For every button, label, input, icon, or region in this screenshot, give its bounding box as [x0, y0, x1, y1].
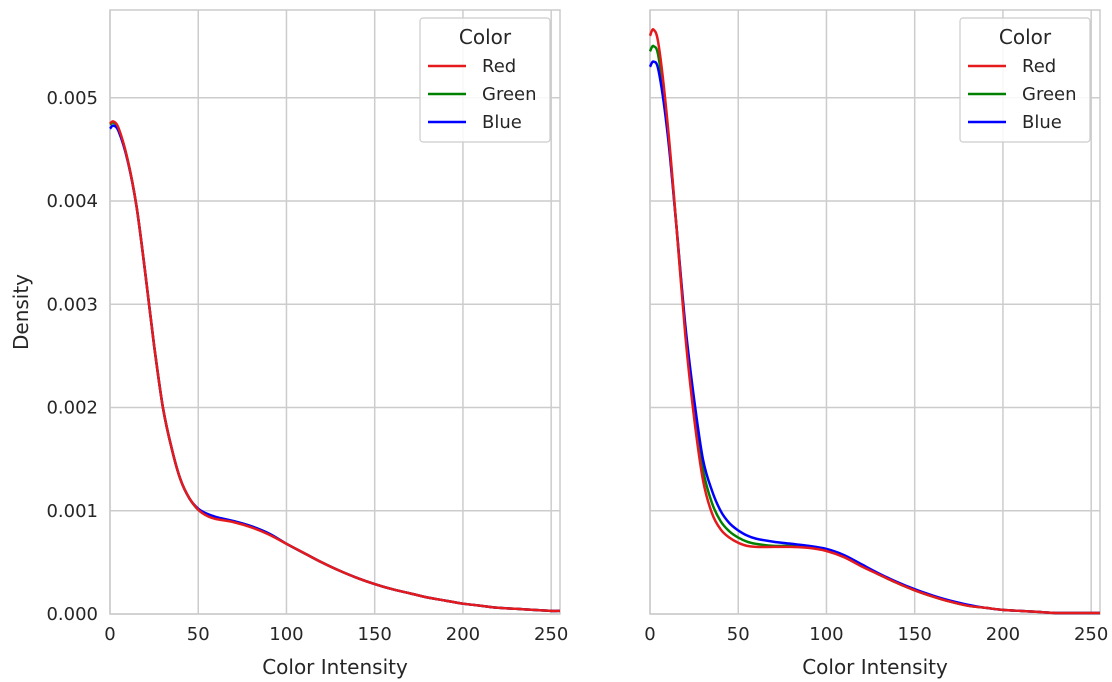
- y-tick-label: 0.002: [46, 398, 98, 419]
- x-tick-label: 0: [644, 624, 655, 645]
- legend-title: Color: [459, 25, 512, 49]
- plot-frame: [649, 9, 1101, 615]
- x-tick-label: 150: [358, 624, 392, 645]
- y-axis-label: Density: [9, 274, 33, 350]
- legend-box: [959, 17, 1091, 143]
- x-tick-label: 200: [446, 624, 480, 645]
- legend: Color Red Green Blue: [419, 17, 551, 143]
- chart-panel-2: 0 50 100 150 200 250 Color Intensity Color Red Gr…: [644, 9, 1108, 679]
- series-line-green: [109, 121, 561, 613]
- chart-panel-1: 0 50 100 150 200 250 0.000 0.001 0.002 0.003 0.004…: [9, 9, 568, 679]
- legend-label-red: Red: [482, 56, 516, 77]
- legend-label-blue: Blue: [482, 112, 522, 133]
- series-line-blue: [109, 124, 561, 613]
- legend-label-green: Green: [482, 84, 537, 105]
- series-line-red: [648, 28, 1100, 615]
- x-axis-label: Color Intensity: [262, 655, 408, 679]
- legend-label-blue: Blue: [1022, 112, 1062, 133]
- legend-title: Color: [999, 25, 1052, 49]
- legend-label-red: Red: [1022, 56, 1056, 77]
- plot-frame: [109, 9, 561, 615]
- series-line-blue: [648, 60, 1100, 615]
- x-tick-label: 100: [269, 624, 303, 645]
- x-tick-label: 50: [187, 624, 210, 645]
- legend-box: [419, 17, 551, 143]
- legend-label-green: Green: [1022, 84, 1077, 105]
- x-tick-label: 50: [727, 624, 750, 645]
- y-tick-label: 0.001: [46, 501, 98, 522]
- x-tick-label: 250: [534, 624, 568, 645]
- x-axis-label: Color Intensity: [802, 655, 948, 679]
- y-tick-label: 0.003: [46, 294, 98, 315]
- y-tick-label: 0.004: [46, 191, 98, 212]
- x-tick-label: 150: [898, 624, 932, 645]
- y-tick-label: 0.005: [46, 88, 98, 109]
- x-tick-label: 100: [809, 624, 843, 645]
- x-tick-label: 250: [1074, 624, 1108, 645]
- y-tick-label: 0.000: [46, 604, 98, 625]
- legend: Color Red Green Blue: [959, 17, 1091, 143]
- x-tick-label: 0: [104, 624, 115, 645]
- series-line-red: [109, 120, 561, 613]
- x-tick-label: 200: [986, 624, 1020, 645]
